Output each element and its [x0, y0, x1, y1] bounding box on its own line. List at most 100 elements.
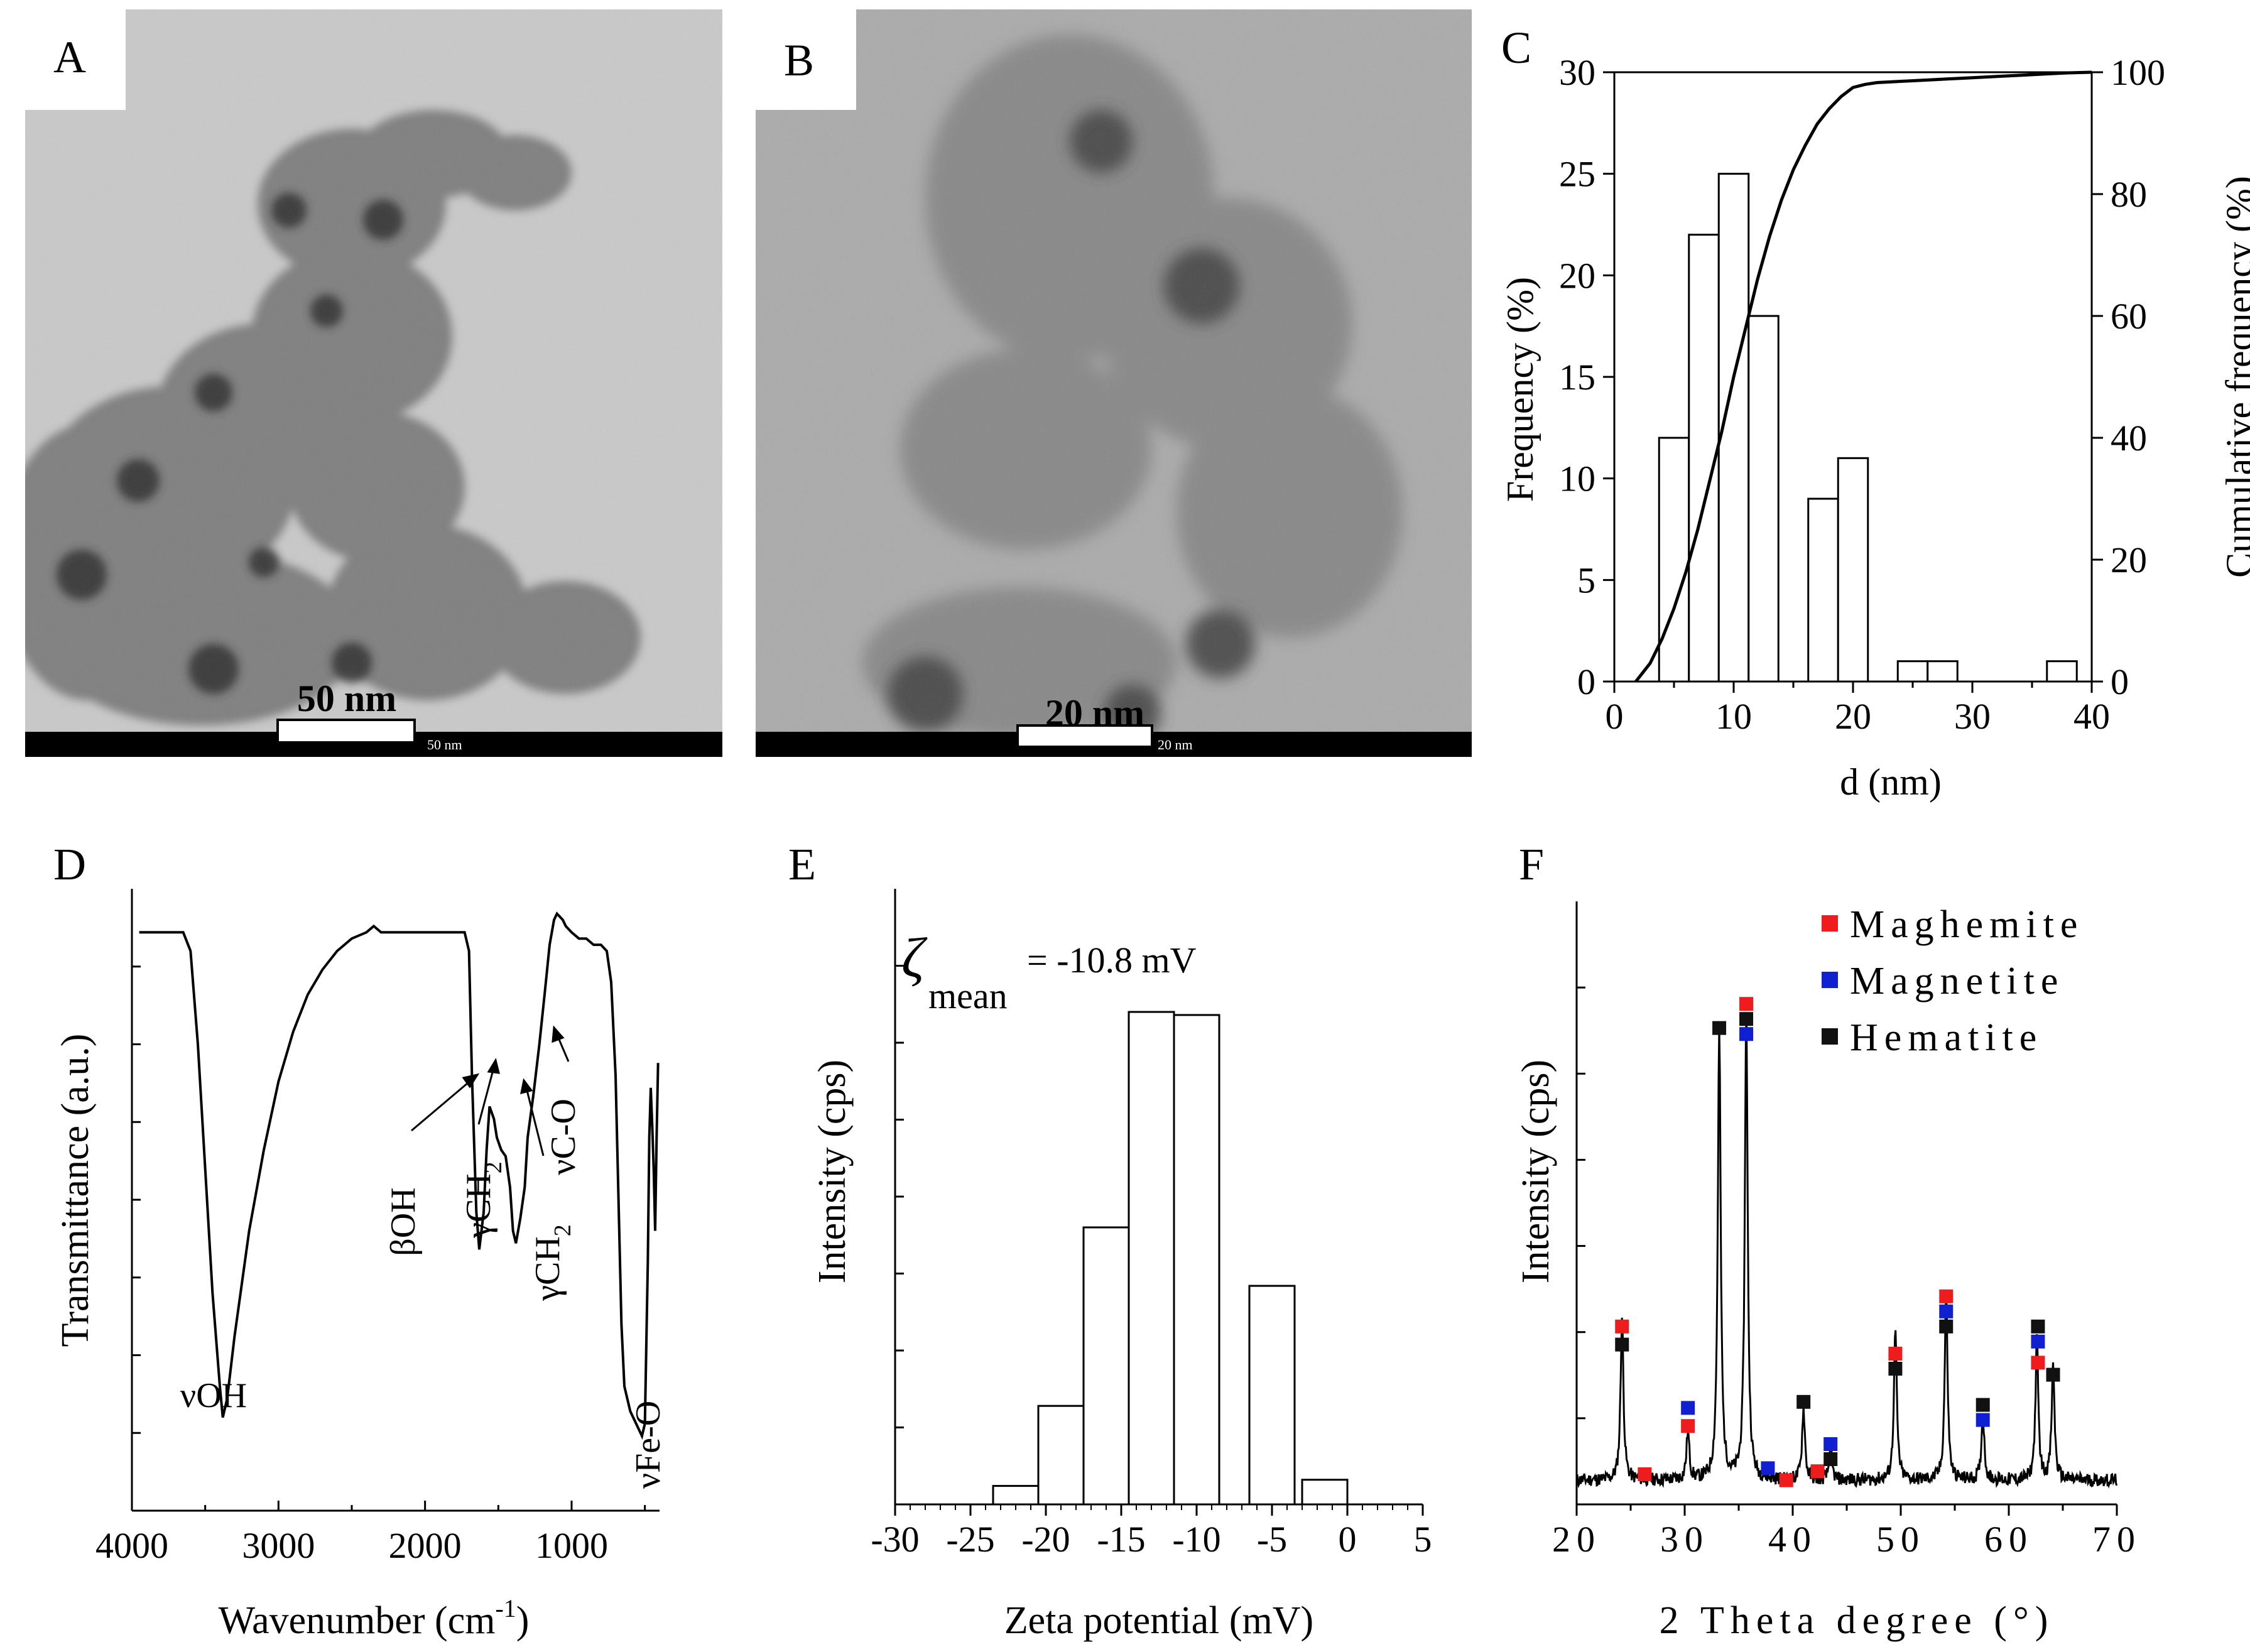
y-right-tick-label: 60 — [2111, 296, 2147, 337]
phase-marker — [1681, 1419, 1695, 1433]
zeta-bar — [1301, 1479, 1349, 1506]
annot-gch2-a: γCH2 — [459, 1161, 507, 1239]
histogram-bar — [1837, 457, 1869, 683]
zeta-symbol: ζ — [901, 927, 928, 989]
x-tick-label: 30 — [1660, 1519, 1709, 1560]
arrowhead-gch2-b — [520, 1078, 533, 1095]
phase-marker — [1939, 1319, 1954, 1334]
phase-marker — [1739, 997, 1754, 1011]
footer-text-b: 20 nm — [1158, 737, 1193, 753]
zeta-bar — [1248, 1285, 1296, 1506]
histogram-bar — [1896, 660, 1929, 683]
phase-marker — [1939, 1289, 1954, 1303]
phase-marker — [1888, 1347, 1903, 1361]
y-right-tick-label: 80 — [2111, 174, 2147, 215]
y-right-tick-label: 40 — [2111, 418, 2147, 459]
xlabel-d: Wavenumber (cm-1) — [219, 1594, 530, 1642]
ylabel-f: Intensity (cps) — [1514, 1060, 1557, 1283]
annot-vco: νC-O — [544, 1099, 583, 1175]
x-tick-label: 60 — [1984, 1519, 2033, 1560]
panel-label-f: F — [1519, 839, 1544, 889]
x-tick-label: -30 — [871, 1519, 919, 1560]
x-tick-label: 1000 — [535, 1525, 608, 1566]
xlabel-e: Zeta potential (mV) — [1004, 1599, 1313, 1642]
phase-marker — [1615, 1319, 1629, 1334]
annot-gch2-a-sub: 2 — [481, 1161, 507, 1173]
histogram-bar — [1747, 315, 1780, 683]
zeta-bar — [1082, 1226, 1130, 1506]
arrow-gch2-b — [525, 1087, 545, 1156]
x-tick-label: 3000 — [242, 1525, 315, 1566]
phase-marker — [2031, 1356, 2045, 1370]
phase-marker — [1615, 1337, 1629, 1352]
zeta-bar — [1037, 1405, 1085, 1506]
arrow-gch2-a — [477, 1067, 495, 1125]
phase-marker — [1638, 1467, 1652, 1481]
x-tick-label: 2000 — [389, 1525, 462, 1566]
y-left-tick-label: 20 — [1559, 255, 1595, 296]
scale-bar-label-a: 50 nm — [297, 678, 396, 719]
phase-marker — [1823, 1437, 1838, 1451]
x-tick-label: -5 — [1257, 1519, 1287, 1560]
zeta-bar — [992, 1485, 1040, 1506]
zeta-bar — [1128, 1011, 1175, 1506]
panel-label-d: D — [53, 839, 86, 889]
x-tick-label: 4000 — [95, 1525, 168, 1566]
x-tick-label: 40 — [2073, 696, 2110, 737]
arrow-boh — [411, 1078, 473, 1132]
x-tick-label: 30 — [1954, 696, 1991, 737]
x-tick-label: 50 — [1876, 1519, 1925, 1560]
tem-image-a: 50 nm 50 nm — [25, 9, 722, 757]
x-tick-label: 0 — [1339, 1519, 1357, 1560]
xlabel-d-close: ) — [516, 1599, 530, 1642]
phase-marker — [1810, 1464, 1825, 1479]
y-left-tick-label: 25 — [1559, 154, 1595, 195]
phase-marker — [1823, 1452, 1838, 1466]
footer-text-a: 50 nm — [427, 737, 462, 753]
y-right-tick-label: 0 — [2111, 661, 2129, 702]
histogram-bar — [1717, 173, 1750, 683]
ylabel-left-c: Frequency (%) — [1499, 277, 1541, 502]
arrowhead-gch2-a — [487, 1058, 500, 1074]
phase-marker — [1779, 1473, 1793, 1487]
histogram-bar — [1807, 497, 1839, 683]
panel-label-a: A — [53, 32, 86, 82]
phase-marker — [1712, 1021, 1727, 1035]
annot-voh: νOH — [180, 1376, 247, 1415]
legend-label: Hematite — [1850, 1016, 2043, 1059]
ylabel-right-c: Cumulative frequency (%) — [2219, 176, 2250, 578]
xrd-pattern — [1575, 1013, 2118, 1489]
y-right-tick-label: 20 — [2111, 540, 2147, 580]
x-tick-label: 20 — [1552, 1519, 1601, 1560]
y-left-tick-label: 10 — [1559, 459, 1595, 499]
x-tick-label: -25 — [946, 1519, 994, 1560]
phase-marker — [1681, 1401, 1695, 1415]
xlabel-d-sup: -1 — [495, 1594, 516, 1622]
plot-frame — [1613, 71, 2093, 683]
tem-image-a-graphic: 50 nm 50 nm — [25, 9, 722, 757]
cumulative-curve — [1634, 70, 2092, 683]
y-left-tick-label: 5 — [1577, 560, 1595, 600]
legend-swatch — [1822, 1028, 1838, 1045]
panel-label-e: E — [788, 839, 816, 889]
phase-marker — [1888, 1362, 1903, 1376]
legend-label: Magnetite — [1850, 960, 2064, 1003]
tem-image-b: 20 nm 20 nm — [756, 9, 1472, 757]
phase-marker — [2031, 1334, 2045, 1349]
y-left-tick-label: 0 — [1577, 661, 1595, 702]
legend-label: Maghemite — [1850, 903, 2084, 946]
histogram-bar — [1688, 234, 1720, 683]
annot-gch2-b-sub: 2 — [550, 1224, 576, 1236]
arrowhead-boh — [462, 1073, 480, 1089]
x-tick-label: 40 — [1768, 1519, 1817, 1560]
annotation-arrows — [411, 1025, 570, 1156]
phase-marker — [2046, 1367, 2060, 1382]
legend-swatch — [1822, 972, 1838, 988]
arrowhead-vco — [552, 1025, 565, 1043]
x-tick-label: -10 — [1172, 1519, 1220, 1560]
tem-image-b-graphic: 20 nm 20 nm — [756, 9, 1472, 757]
zeta-bar — [1173, 1014, 1220, 1506]
phase-marker — [1761, 1461, 1775, 1475]
x-tick-label: 20 — [1835, 696, 1871, 737]
x-tick-label: -20 — [1021, 1519, 1070, 1560]
